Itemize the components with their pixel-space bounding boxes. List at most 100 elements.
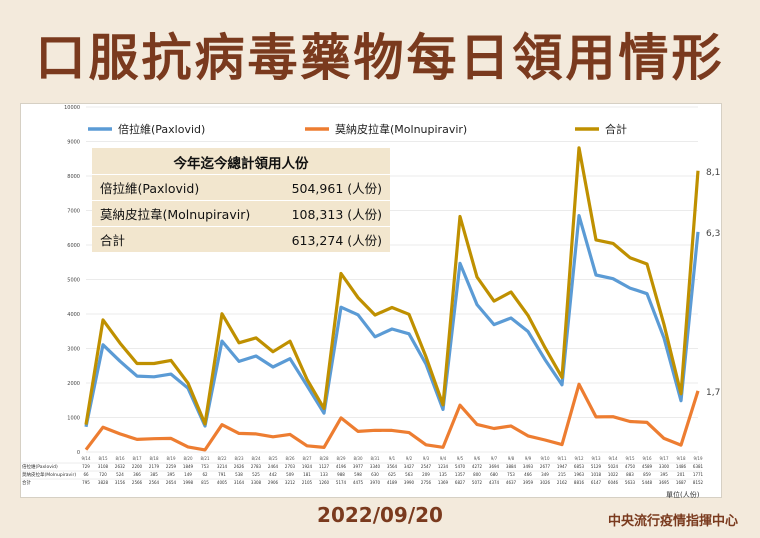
y-tick-label: 9000 xyxy=(67,140,80,146)
table-cell: 795 xyxy=(82,480,90,485)
x-tick-label: 9/3 xyxy=(423,456,430,461)
table-cell: 525 xyxy=(252,472,260,477)
table-cell: 2783 xyxy=(251,464,262,469)
x-tick-label: 8/25 xyxy=(269,456,278,461)
x-tick-label: 9/6 xyxy=(474,456,481,461)
table-cell: 4196 xyxy=(336,464,347,469)
table-cell: 5633 xyxy=(625,480,636,485)
table-cell: 1947 xyxy=(557,464,568,469)
table-cell: 3828 xyxy=(98,480,109,485)
table-cell: 3340 xyxy=(370,464,381,469)
table-cell: 201 xyxy=(677,472,685,477)
table-cell: 729 xyxy=(82,464,90,469)
table-cell: 66 xyxy=(83,472,89,477)
table-cell: 215 xyxy=(558,472,566,477)
table-cell: 2626 xyxy=(234,464,245,469)
table-cell: 2632 xyxy=(115,464,126,469)
table-cell: 3970 xyxy=(370,480,381,485)
table-cell: 753 xyxy=(507,472,515,477)
table-cell: 395 xyxy=(660,472,668,477)
x-tick-label: 8/20 xyxy=(184,456,193,461)
x-tick-label: 9/17 xyxy=(660,456,669,461)
x-tick-label: 8/16 xyxy=(116,456,125,461)
summary-heading: 今年迄今總計領用人份 xyxy=(173,156,309,172)
table-cell: 62 xyxy=(202,472,208,477)
table-row-label: 合計 xyxy=(22,479,31,486)
legend-label: 莫納皮拉韋(Molnupiravir) xyxy=(335,122,467,136)
x-tick-label: 9/11 xyxy=(558,456,567,461)
y-tick-label: 10000 xyxy=(64,105,80,111)
series-line xyxy=(84,382,700,452)
x-tick-label: 8/23 xyxy=(235,456,244,461)
table-cell: 4475 xyxy=(353,480,364,485)
x-tick-label: 8/24 xyxy=(252,456,261,461)
table-cell: 563 xyxy=(405,472,413,477)
x-tick-label: 9/10 xyxy=(541,456,550,461)
summary-box: 今年迄今總計領用人份 倍拉維(Paxlovid) 504,961 (人份) 莫納… xyxy=(92,148,390,252)
summary-row: 莫納皮拉韋(Molnupiravir) 108,313 (人份) xyxy=(92,200,390,226)
y-tick-label: 0 xyxy=(77,450,80,456)
table-cell: 2677 xyxy=(540,464,551,469)
x-tick-label: 9/2 xyxy=(406,456,413,461)
x-tick-label: 8/30 xyxy=(354,456,363,461)
table-cell: 1963 xyxy=(574,472,585,477)
x-tick-label: 8/17 xyxy=(133,456,142,461)
table-cell: 3214 xyxy=(217,464,228,469)
table-cell: 2464 xyxy=(268,464,279,469)
table-cell: 1771 xyxy=(693,472,704,477)
table-cell: 6853 xyxy=(574,464,585,469)
table-cell: 2179 xyxy=(149,464,160,469)
table-cell: 6046 xyxy=(608,480,619,485)
table-cell: 133 xyxy=(320,472,328,477)
table-cell: 4637 xyxy=(506,480,517,485)
table-cell: 1357 xyxy=(455,472,466,477)
table-cell: 3108 xyxy=(98,464,109,469)
table-cell: 524 xyxy=(116,472,124,477)
table-cell: 4189 xyxy=(387,480,398,485)
table-cell: 753 xyxy=(201,464,209,469)
table-cell: 1924 xyxy=(302,464,313,469)
table-cell: 1018 xyxy=(591,472,602,477)
table-cell: 791 xyxy=(218,472,226,477)
table-cell: 3300 xyxy=(659,464,670,469)
table-cell: 509 xyxy=(286,472,294,477)
x-tick-label: 9/12 xyxy=(575,456,584,461)
table-cell: 5024 xyxy=(608,464,619,469)
table-cell: 5174 xyxy=(336,480,347,485)
table-cell: 4750 xyxy=(625,464,636,469)
x-tick-label: 9/18 xyxy=(677,456,686,461)
table-cell: 149 xyxy=(184,472,192,477)
table-cell: 135 xyxy=(439,472,447,477)
table-cell: 3164 xyxy=(234,480,245,485)
table-cell: 5129 xyxy=(591,464,602,469)
x-tick-label: 8/29 xyxy=(337,456,346,461)
table-cell: 6827 xyxy=(455,480,466,485)
table-cell: 8152 xyxy=(693,480,704,485)
table-cell: 1486 xyxy=(676,464,687,469)
table-cell: 2703 xyxy=(285,464,296,469)
table-cell: 3694 xyxy=(489,464,500,469)
table-cell: 2906 xyxy=(268,480,279,485)
table-cell: 720 xyxy=(99,472,107,477)
table-cell: 3695 xyxy=(659,480,670,485)
table-cell: 630 xyxy=(371,472,379,477)
table-cell: 385 xyxy=(150,472,158,477)
table-cell: 538 xyxy=(235,472,243,477)
end-value-label: 6,381 (人份) xyxy=(706,227,720,239)
table-cell: 3212 xyxy=(285,480,296,485)
y-tick-label: 8000 xyxy=(67,174,80,180)
table-cell: 800 xyxy=(473,472,481,477)
table-cell: 2259 xyxy=(166,464,177,469)
table-cell: 598 xyxy=(354,472,362,477)
x-tick-label: 8/28 xyxy=(320,456,329,461)
table-cell: 815 xyxy=(201,480,209,485)
x-tick-label: 9/19 xyxy=(694,456,703,461)
x-tick-label: 9/13 xyxy=(592,456,601,461)
table-cell: 349 xyxy=(541,472,549,477)
x-tick-label: 8/26 xyxy=(286,456,295,461)
table-cell: 6147 xyxy=(591,480,602,485)
table-cell: 2547 xyxy=(421,464,432,469)
table-cell: 859 xyxy=(643,472,651,477)
table-cell: 3427 xyxy=(404,464,415,469)
table-cell: 5072 xyxy=(472,480,483,485)
